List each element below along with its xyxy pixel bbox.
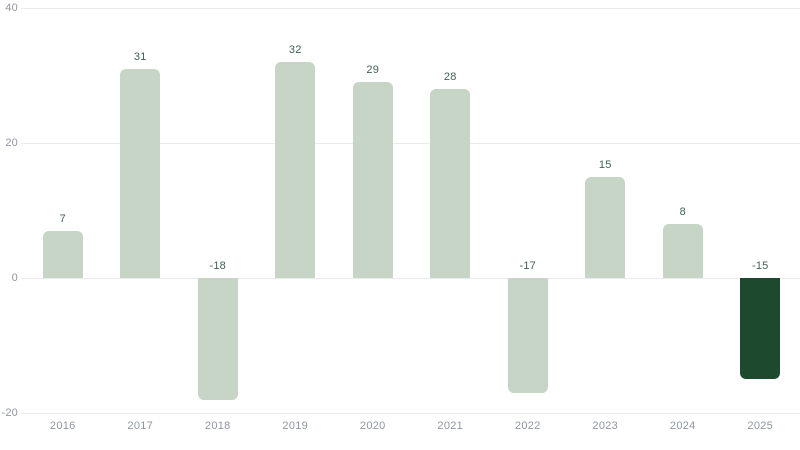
y-tick-label-20: 20 bbox=[5, 136, 18, 149]
bar-2018[interactable] bbox=[197, 278, 238, 400]
bar-2024[interactable] bbox=[662, 224, 703, 278]
gridline-20 bbox=[21, 143, 800, 144]
bar-2016[interactable] bbox=[42, 230, 83, 278]
bar-2025[interactable] bbox=[740, 278, 781, 380]
value-label-2018: -18 bbox=[209, 260, 226, 272]
value-label-2025: -15 bbox=[752, 260, 769, 272]
value-label-2024: 8 bbox=[679, 206, 686, 218]
y-tick-label-40: 40 bbox=[5, 1, 18, 14]
value-label-2021: 28 bbox=[443, 71, 457, 83]
value-label-2017: 31 bbox=[133, 50, 147, 63]
y-tick-label-0: 0 bbox=[11, 271, 18, 284]
x-tick-label-2024: 2024 bbox=[669, 420, 696, 432]
x-tick-label-2021: 2021 bbox=[437, 420, 464, 432]
value-label-2020: 29 bbox=[366, 64, 380, 77]
x-tick-label-2016: 2016 bbox=[49, 420, 76, 432]
value-label-2016: 7 bbox=[59, 212, 66, 225]
bar-2022[interactable] bbox=[507, 278, 548, 393]
value-label-2019: 32 bbox=[288, 44, 302, 56]
value-label-2023: 15 bbox=[598, 158, 612, 171]
bar-2023[interactable] bbox=[585, 176, 626, 278]
x-tick-label-2017: 2017 bbox=[127, 420, 154, 432]
gridline--20 bbox=[21, 413, 800, 414]
x-tick-label-2025: 2025 bbox=[747, 420, 774, 432]
gridline-0 bbox=[21, 278, 800, 279]
y-tick-label--20: -20 bbox=[1, 406, 18, 419]
x-tick-label-2020: 2020 bbox=[359, 420, 386, 432]
x-tick-label-2019: 2019 bbox=[282, 420, 309, 432]
bar-2017[interactable] bbox=[120, 68, 161, 278]
bar-2021[interactable] bbox=[430, 89, 471, 278]
value-label-2022: -17 bbox=[519, 260, 536, 272]
x-tick-label-2018: 2018 bbox=[204, 420, 231, 432]
bar-2020[interactable] bbox=[352, 82, 393, 278]
bar-2019[interactable] bbox=[275, 62, 316, 278]
x-tick-label-2023: 2023 bbox=[592, 420, 619, 432]
x-tick-label-2022: 2022 bbox=[514, 420, 541, 432]
gridline-40 bbox=[21, 8, 800, 9]
